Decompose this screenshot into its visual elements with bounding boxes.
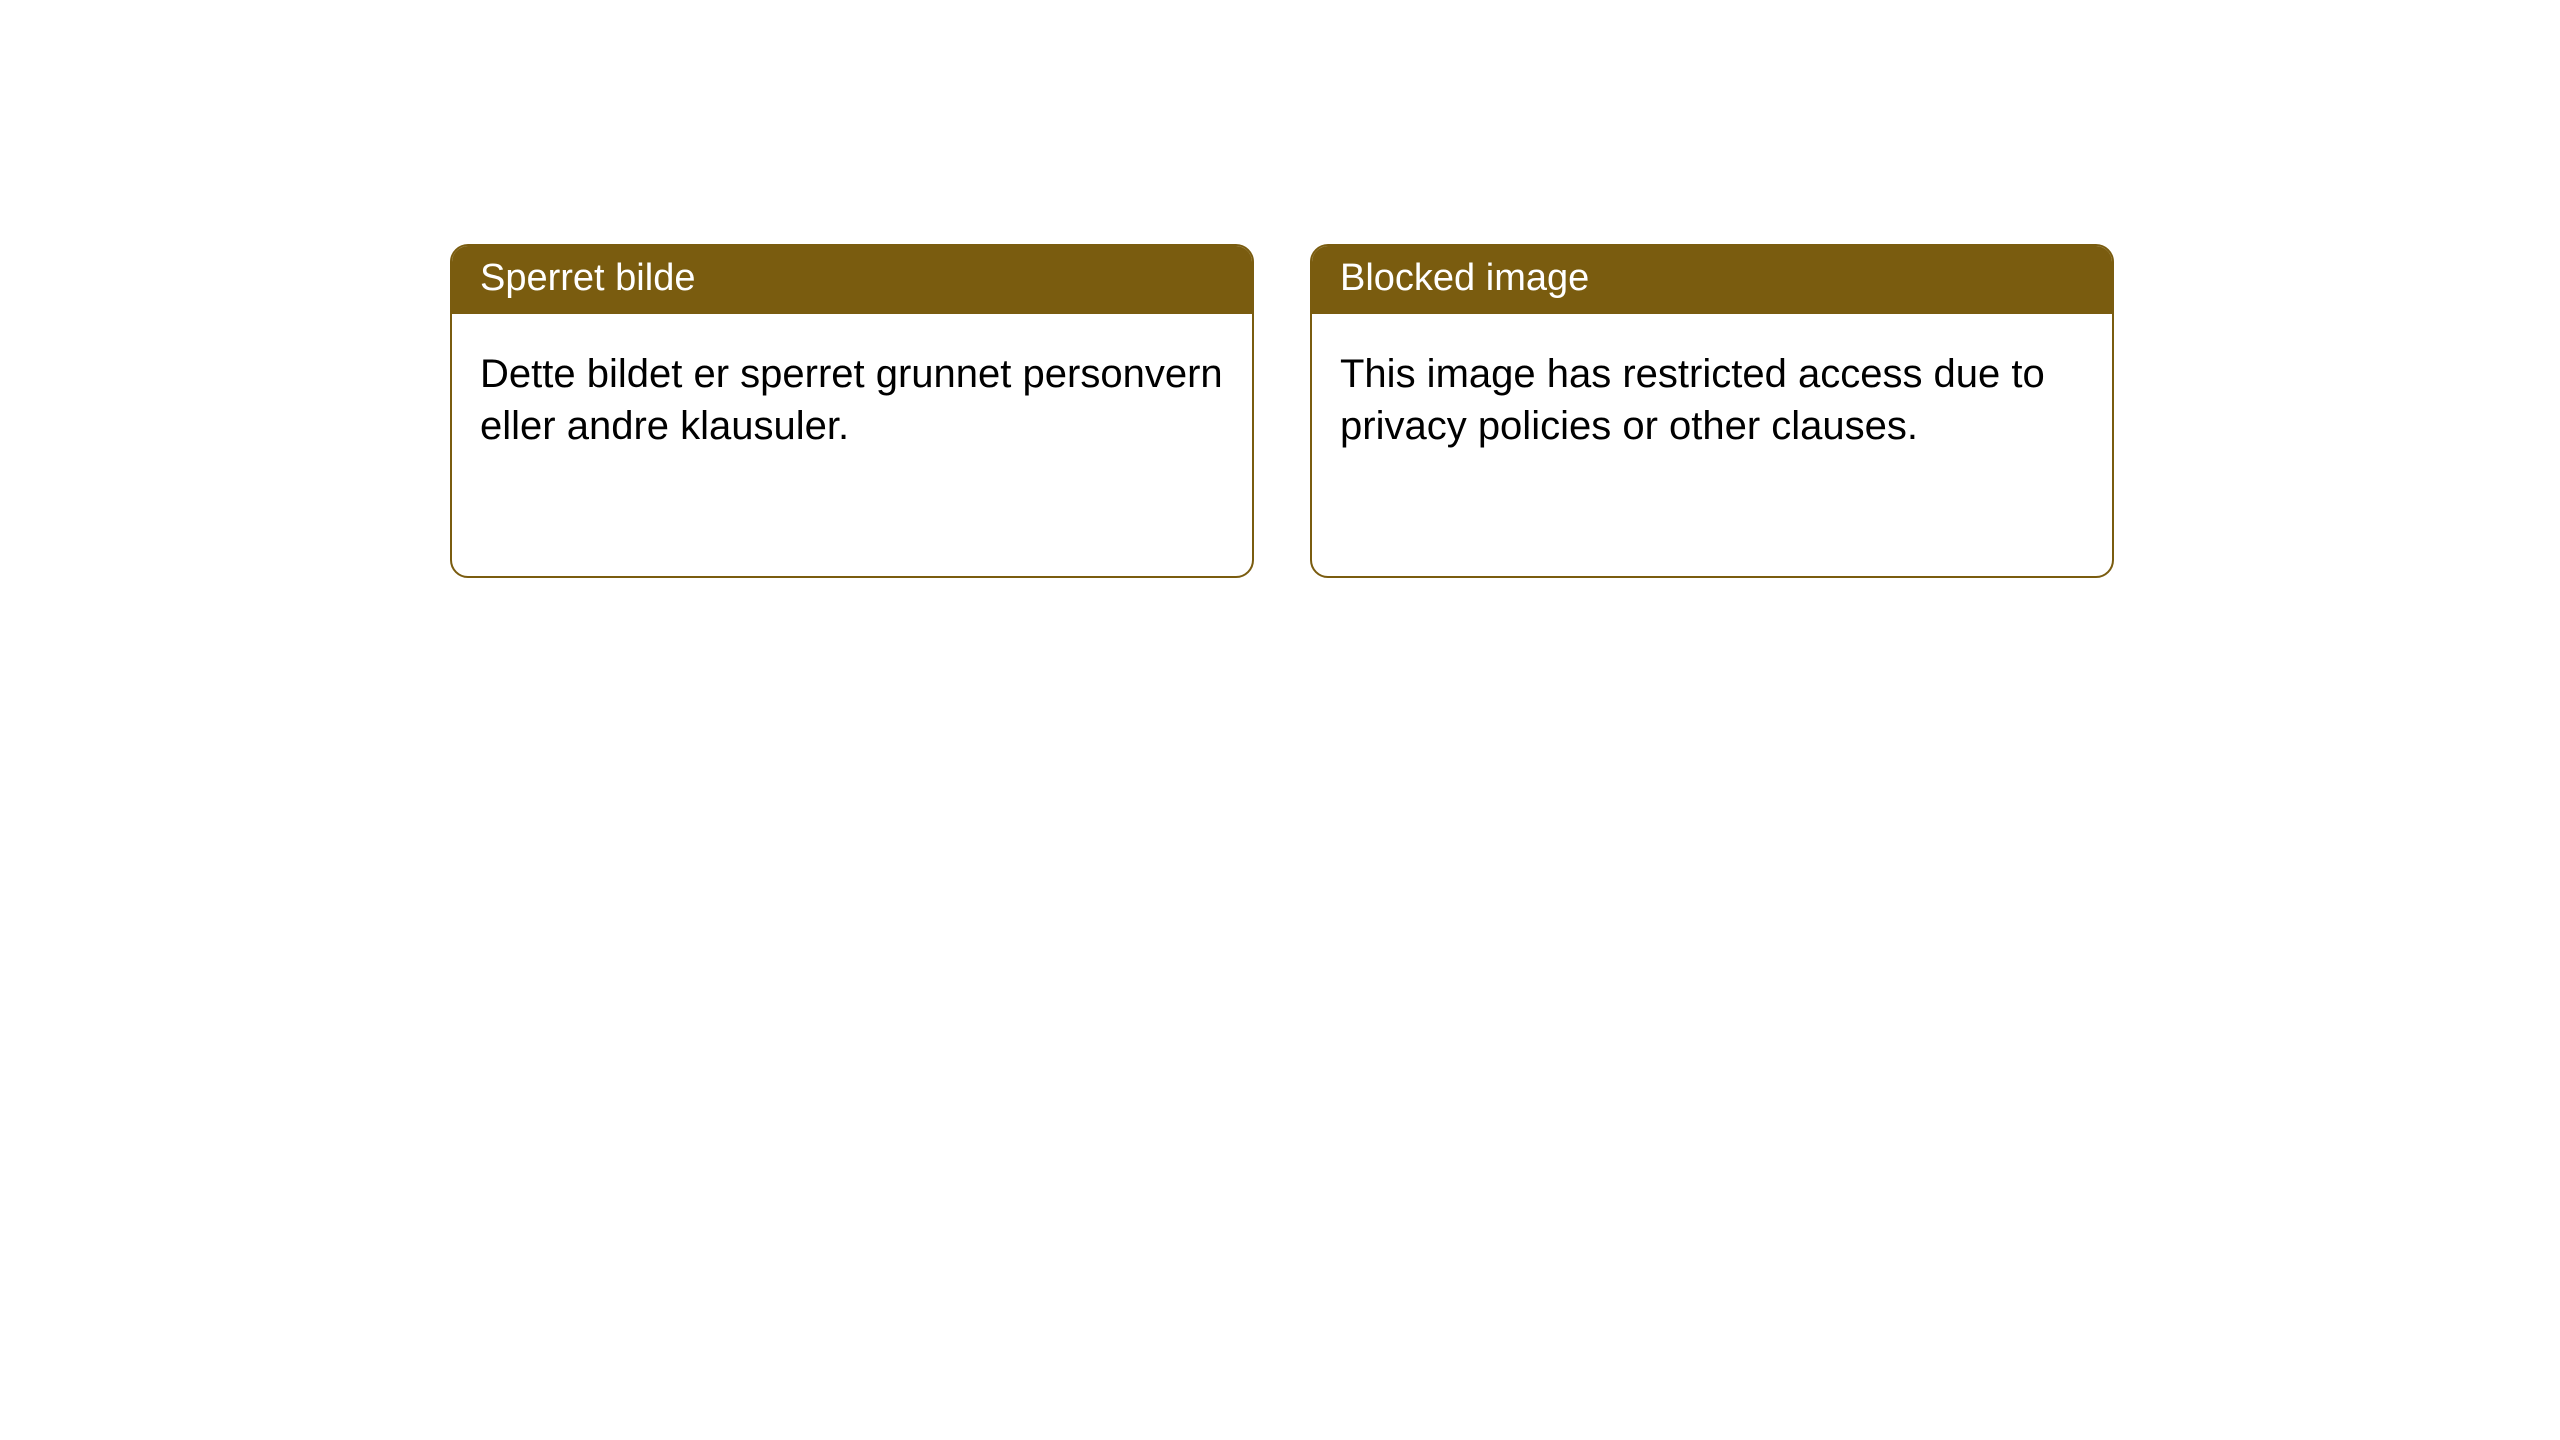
card-body-en: This image has restricted access due to …: [1312, 314, 2112, 488]
card-header-no: Sperret bilde: [452, 246, 1252, 314]
card-body-no: Dette bildet er sperret grunnet personve…: [452, 314, 1252, 488]
blocked-image-card-no: Sperret bilde Dette bildet er sperret gr…: [450, 244, 1254, 578]
blocked-image-card-en: Blocked image This image has restricted …: [1310, 244, 2114, 578]
notice-container: Sperret bilde Dette bildet er sperret gr…: [450, 244, 2114, 578]
card-header-en: Blocked image: [1312, 246, 2112, 314]
